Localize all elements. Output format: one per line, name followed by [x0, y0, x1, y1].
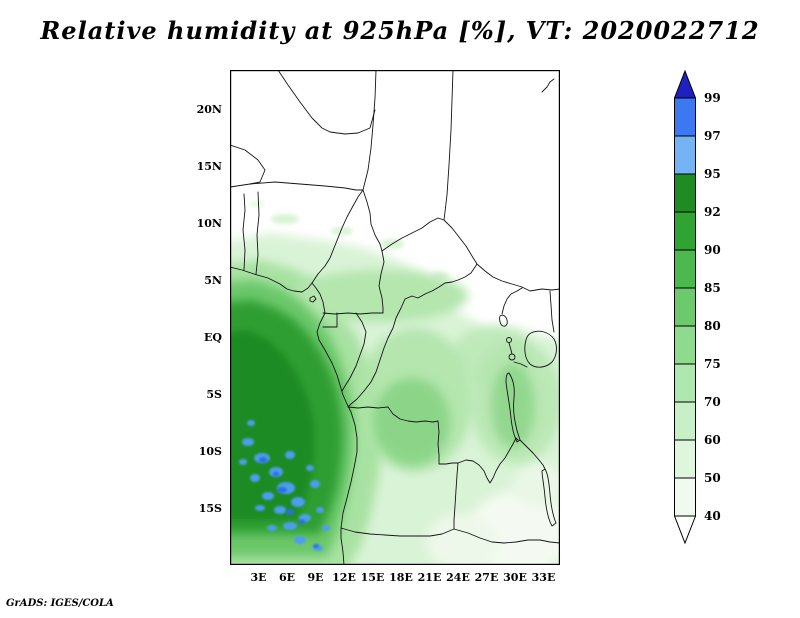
lake-malawi — [541, 468, 557, 527]
x-axis-tick-label: 21E — [417, 571, 442, 584]
colorbar-segment — [674, 97, 696, 137]
colorbar-bottom-arrow — [674, 515, 697, 545]
colorbar-label: 90 — [704, 243, 721, 257]
map-area — [229, 69, 561, 566]
colorbar-segment — [674, 135, 696, 175]
x-axis-tick-label: 12E — [332, 571, 356, 584]
highest-humidity-blue-cores — [259, 457, 319, 548]
x-axis-tick-label: 27E — [474, 571, 499, 584]
y-axis-tick-label: 10S — [198, 445, 222, 458]
country-borders-layer — [230, 70, 560, 565]
colorbar-label: 80 — [704, 319, 721, 333]
x-axis-tick-label: 24E — [446, 571, 470, 584]
colorbar-label: 95 — [704, 167, 721, 181]
coastline — [230, 266, 358, 565]
colorbar-segment — [674, 211, 696, 251]
x-axis-tick-label: 3E — [250, 571, 267, 584]
y-axis-tick-label: EQ — [204, 331, 222, 344]
colorbar-label: 60 — [704, 433, 721, 447]
colorbar-label: 97 — [704, 129, 721, 143]
colorbar-label: 75 — [704, 357, 721, 371]
colorbar-label: 92 — [704, 205, 721, 219]
y-axis-tick-label: 15N — [196, 160, 222, 173]
colorbar-segment — [674, 477, 696, 517]
humidity-shading-layer — [230, 201, 560, 565]
credit-text: GrADS: IGES/COLA — [6, 598, 114, 609]
colorbar-label: 50 — [704, 471, 721, 485]
colorbar-label: 85 — [704, 281, 721, 295]
map-plot — [229, 69, 561, 566]
y-axis-tick-label: 5N — [204, 274, 222, 287]
nile-squiggle — [541, 78, 555, 93]
colorbar-label: 99 — [704, 91, 721, 105]
x-axis-tick-label: 30E — [503, 571, 527, 584]
colorbar-top-arrow — [674, 70, 697, 99]
lake-edward — [506, 337, 512, 343]
x-axis-tick-label: 6E — [278, 571, 296, 584]
colorbar-label: 70 — [704, 395, 721, 409]
colorbar-segment — [674, 401, 696, 441]
colorbar-segment — [674, 325, 696, 365]
colorbar-segment — [674, 287, 696, 327]
bioko-island — [309, 295, 317, 303]
page-title: Relative humidity at 925hPa [%], VT: 202… — [40, 16, 760, 45]
colorbar-segment — [674, 173, 696, 213]
y-axis-tick-label: 15S — [198, 502, 222, 515]
colorbar-segment — [674, 439, 696, 479]
y-axis-tick-label: 10N — [196, 217, 222, 230]
lake-tanganyika — [505, 372, 521, 443]
y-axis-tick-label: 20N — [196, 103, 222, 116]
y-axis-tick-label: 5S — [206, 388, 222, 401]
x-axis-tick-label: 18E — [389, 571, 413, 584]
colorbar-label: 40 — [704, 509, 721, 523]
lake-victoria — [524, 330, 557, 368]
x-axis-tick-label: 33E — [531, 571, 556, 584]
lake-albert — [499, 314, 508, 327]
colorbar-segment — [674, 249, 696, 289]
colorbar: 99 97 95 92 90 85 80 75 70 60 50 40 — [674, 70, 721, 545]
colorbar-segment — [674, 363, 696, 403]
x-axis-tick-label: 15E — [360, 571, 385, 584]
x-axis-tick-label: 9E — [307, 571, 324, 584]
plot-frame — [229, 69, 561, 566]
